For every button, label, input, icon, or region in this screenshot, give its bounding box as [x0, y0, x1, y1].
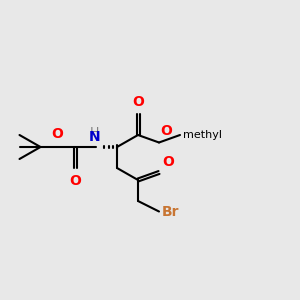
Text: O: O [160, 124, 172, 138]
Text: O: O [162, 155, 174, 170]
Text: O: O [51, 127, 63, 141]
Text: O: O [132, 95, 144, 110]
Text: methyl: methyl [183, 130, 222, 140]
Text: H: H [90, 127, 99, 140]
Text: Br: Br [162, 205, 179, 218]
Text: O: O [69, 174, 81, 188]
Text: N: N [89, 130, 100, 144]
